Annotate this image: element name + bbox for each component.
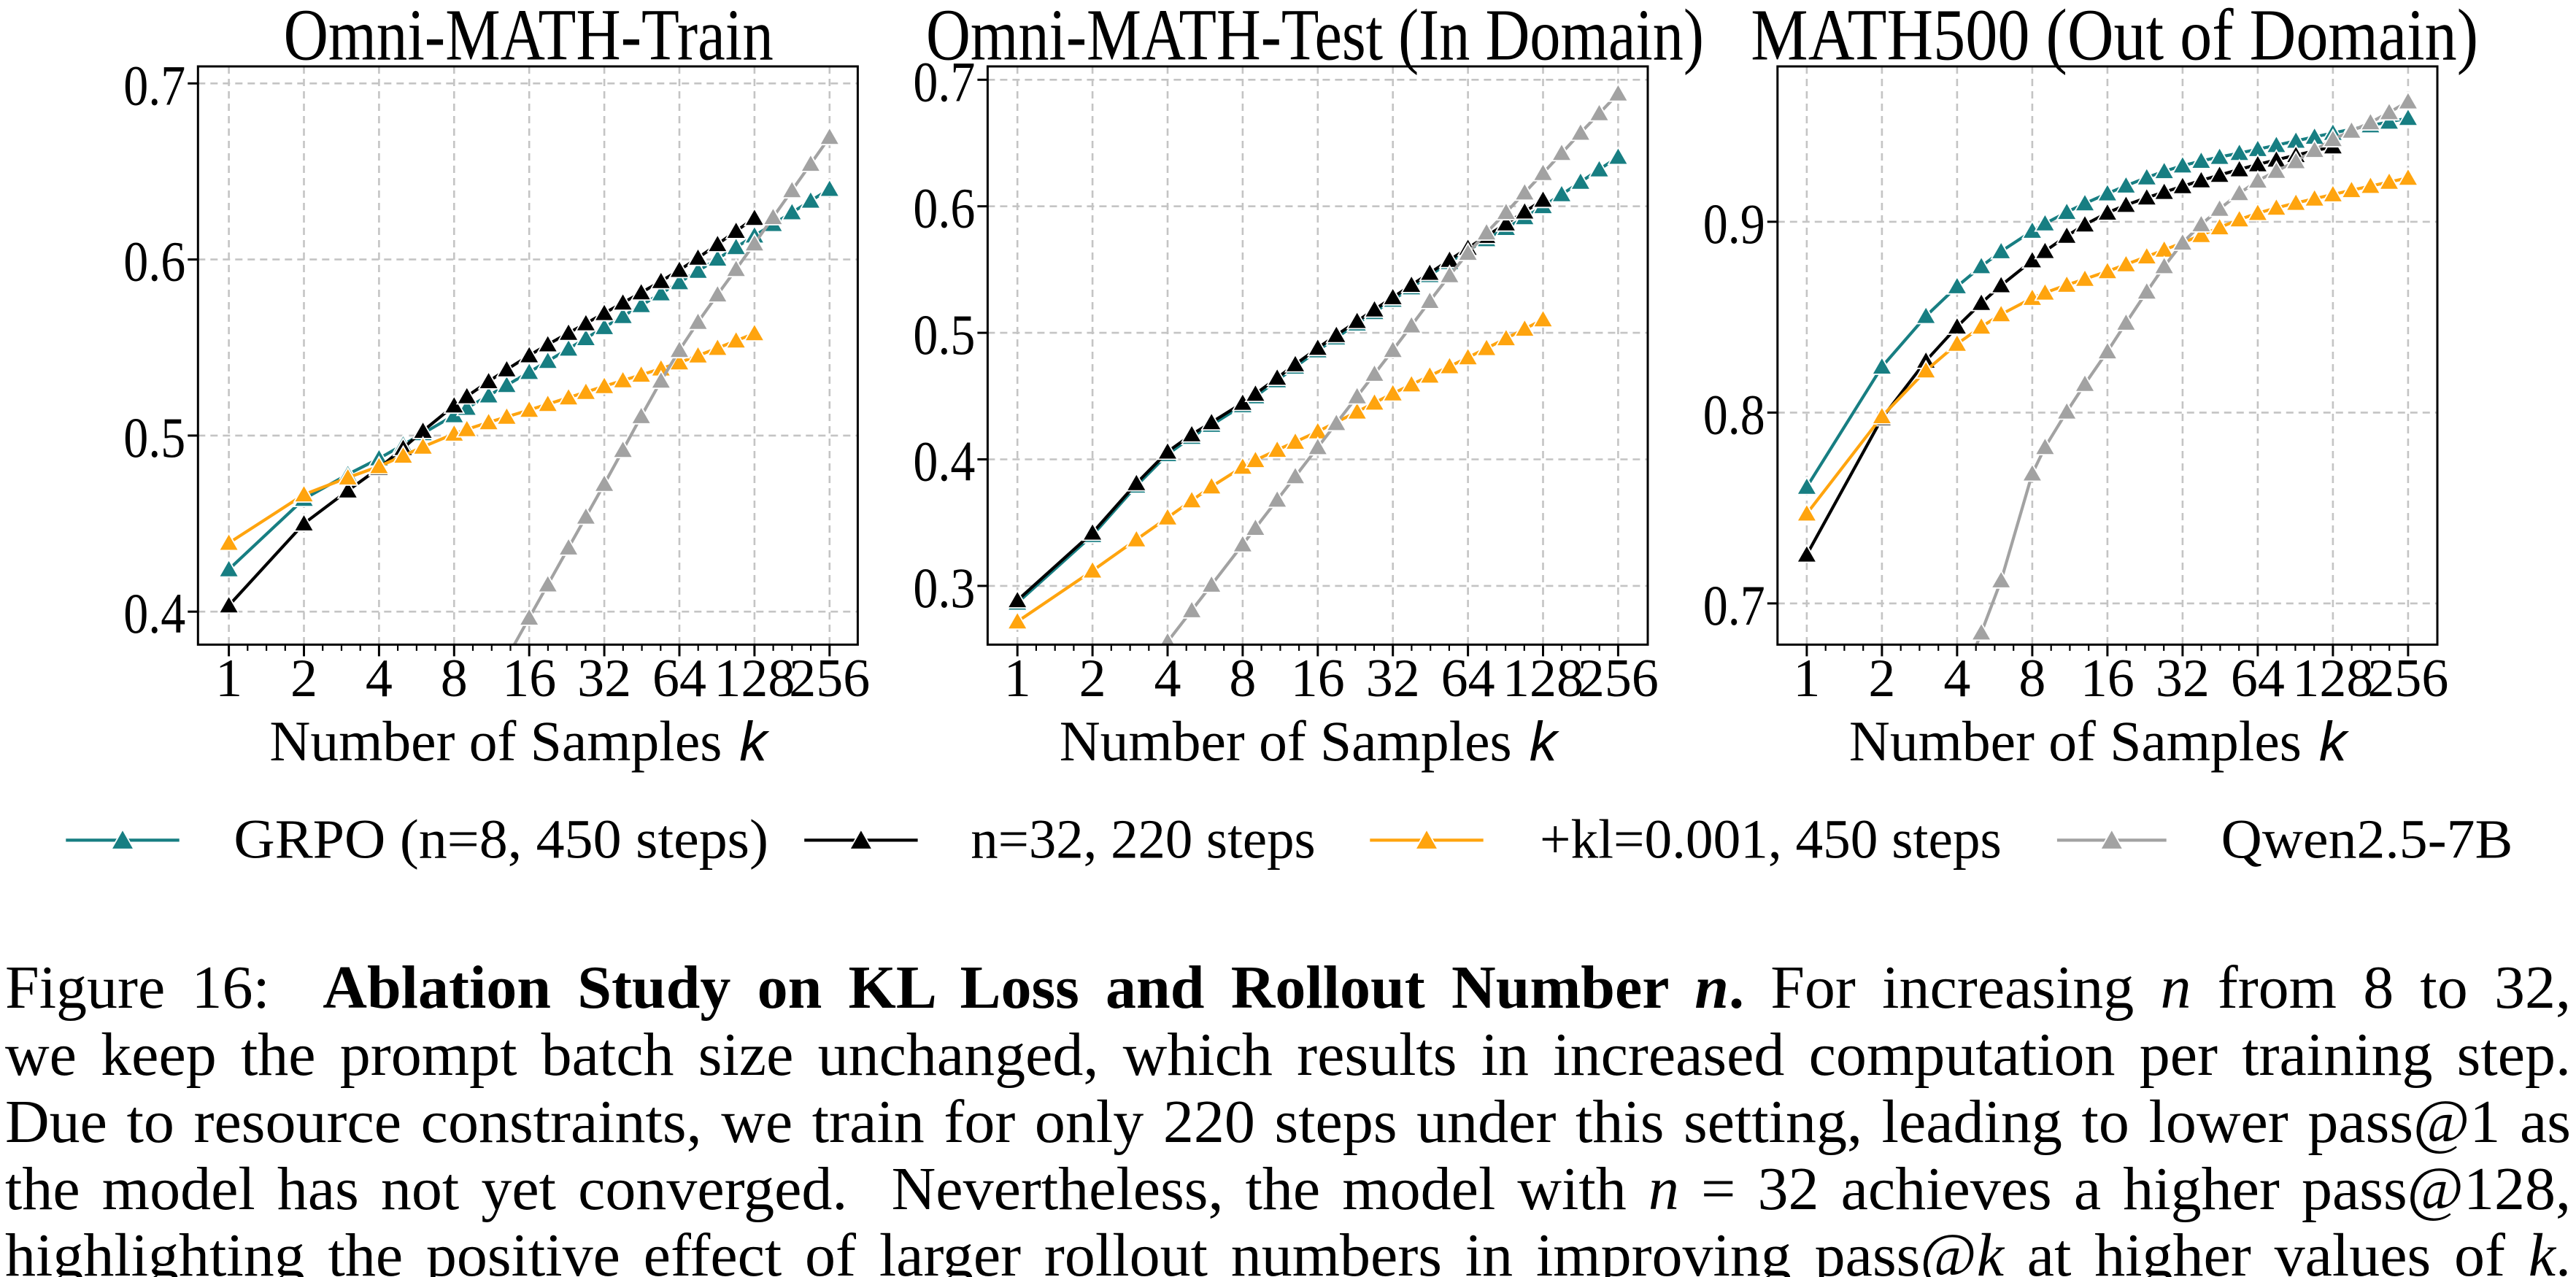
svg-text:1: 1 bbox=[1004, 649, 1031, 709]
svg-text:Omni-MATH-Test (In Domain): Omni-MATH-Test (In Domain) bbox=[926, 0, 1704, 76]
svg-text:128: 128 bbox=[1503, 649, 1584, 709]
svg-text:0.7: 0.7 bbox=[1703, 574, 1765, 637]
svg-text:64: 64 bbox=[2231, 649, 2285, 709]
svg-text:0.4: 0.4 bbox=[123, 582, 185, 645]
svg-text:32: 32 bbox=[2156, 649, 2210, 709]
svg-text:16: 16 bbox=[1291, 649, 1345, 709]
svg-text:+kl=0.001, 450 steps: +kl=0.001, 450 steps bbox=[1540, 809, 2002, 871]
svg-text:32: 32 bbox=[1366, 649, 1420, 709]
svg-text:Number of Samples: Number of Samples bbox=[1849, 709, 2302, 773]
svg-text:0.5: 0.5 bbox=[913, 303, 975, 366]
svg-text:2: 2 bbox=[1079, 649, 1106, 709]
svg-text:k: k bbox=[739, 711, 770, 773]
svg-text:0.4: 0.4 bbox=[913, 430, 975, 493]
svg-text:Number of Samples: Number of Samples bbox=[1060, 709, 1512, 773]
svg-text:0.5: 0.5 bbox=[123, 406, 185, 469]
svg-text:Qwen2.5-7B: Qwen2.5-7B bbox=[2221, 809, 2513, 871]
svg-text:0.6: 0.6 bbox=[913, 177, 975, 240]
svg-text:256: 256 bbox=[1578, 649, 1659, 709]
svg-text:k: k bbox=[1530, 711, 1560, 773]
svg-text:k: k bbox=[2319, 711, 2350, 773]
svg-text:4: 4 bbox=[366, 649, 393, 709]
svg-text:256: 256 bbox=[789, 649, 870, 709]
svg-text:64: 64 bbox=[1441, 649, 1495, 709]
svg-text:8: 8 bbox=[441, 649, 468, 709]
svg-text:2: 2 bbox=[290, 649, 317, 709]
svg-text:MATH500 (Out of Domain): MATH500 (Out of Domain) bbox=[1751, 0, 2478, 76]
svg-text:0.9: 0.9 bbox=[1703, 192, 1765, 255]
svg-text:0.7: 0.7 bbox=[913, 50, 975, 113]
svg-text:32: 32 bbox=[577, 649, 631, 709]
svg-text:0.6: 0.6 bbox=[123, 230, 185, 293]
svg-text:256: 256 bbox=[2367, 649, 2448, 709]
svg-text:4: 4 bbox=[1943, 649, 1970, 709]
svg-text:0.8: 0.8 bbox=[1703, 382, 1765, 446]
svg-text:8: 8 bbox=[1229, 649, 1256, 709]
svg-text:GRPO (n=8, 450 steps): GRPO (n=8, 450 steps) bbox=[234, 809, 768, 871]
svg-text:4: 4 bbox=[1154, 649, 1181, 709]
svg-text:16: 16 bbox=[502, 649, 556, 709]
svg-text:0.3: 0.3 bbox=[913, 556, 975, 620]
svg-text:8: 8 bbox=[2018, 649, 2045, 709]
svg-text:16: 16 bbox=[2081, 649, 2135, 709]
svg-text:1: 1 bbox=[215, 649, 242, 709]
svg-text:128: 128 bbox=[714, 649, 795, 709]
svg-text:n=32, 220 steps: n=32, 220 steps bbox=[971, 809, 1315, 871]
svg-text:0.7: 0.7 bbox=[123, 53, 185, 117]
svg-text:2: 2 bbox=[1868, 649, 1895, 709]
svg-text:Number of Samples: Number of Samples bbox=[269, 709, 722, 773]
svg-text:1: 1 bbox=[1793, 649, 1820, 709]
svg-text:128: 128 bbox=[2292, 649, 2373, 709]
svg-text:64: 64 bbox=[652, 649, 706, 709]
svg-text:Omni-MATH-Train: Omni-MATH-Train bbox=[284, 0, 774, 76]
